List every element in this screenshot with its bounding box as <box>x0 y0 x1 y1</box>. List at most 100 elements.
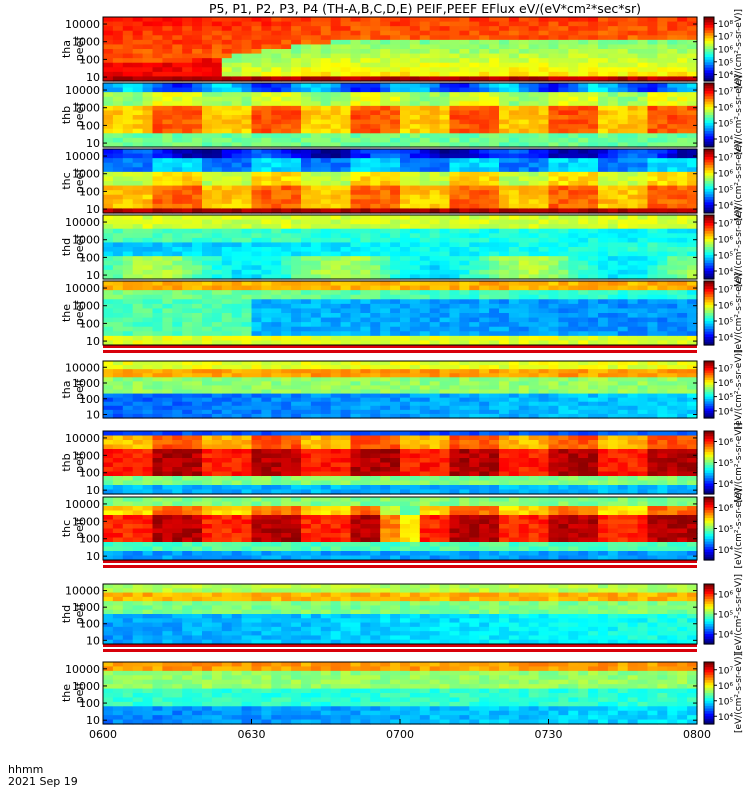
heatmap-cell <box>390 228 401 234</box>
heatmap-cell <box>221 228 233 234</box>
heatmap-cell <box>271 176 282 182</box>
heatmap-cell <box>261 30 272 36</box>
heatmap-cell <box>221 185 233 191</box>
heatmap-cell <box>202 133 213 139</box>
heatmap-cell <box>251 294 262 300</box>
heatmap-cell <box>429 58 441 64</box>
heatmap-cell <box>627 290 639 296</box>
heatmap-cell <box>172 393 183 399</box>
heatmap-cell <box>152 133 163 139</box>
heatmap-cell <box>310 260 322 266</box>
heatmap-cell <box>211 256 223 262</box>
heatmap-cell <box>241 83 253 89</box>
heatmap-cell <box>528 49 540 55</box>
heatmap-cell <box>419 171 431 178</box>
heatmap-cell <box>350 58 361 64</box>
colorbar-step <box>704 331 714 335</box>
heatmap-cell <box>152 224 163 230</box>
heatmap-cell <box>390 190 401 196</box>
heatmap-cell <box>578 176 589 182</box>
heatmap-cell <box>122 237 134 244</box>
heatmap-cell <box>122 335 134 342</box>
heatmap-cell <box>568 110 579 116</box>
heatmap-cell <box>617 194 629 200</box>
heatmap-cell <box>409 247 421 253</box>
heatmap-cell <box>360 322 371 328</box>
heatmap-cell <box>112 274 124 280</box>
heatmap-cell <box>310 208 322 214</box>
heatmap-cell <box>152 251 163 257</box>
heatmap-cell <box>291 409 302 415</box>
heatmap-cell <box>400 361 411 366</box>
heatmap-cell <box>588 30 599 36</box>
heatmap-cell <box>528 83 540 89</box>
heatmap-cell <box>568 76 579 82</box>
heatmap-cell <box>518 274 530 280</box>
y-tick-label: 10000 <box>65 282 100 295</box>
heatmap-cell <box>320 137 332 144</box>
heatmap-cell <box>221 373 233 378</box>
heatmap-cell <box>667 96 678 102</box>
heatmap-cell <box>211 290 223 296</box>
heatmap-cell <box>687 83 698 89</box>
heatmap-cell <box>360 96 371 102</box>
heatmap-cell <box>122 401 134 407</box>
heatmap-cell <box>548 228 559 234</box>
heatmap-cell <box>528 115 540 121</box>
heatmap-cell <box>489 167 500 173</box>
heatmap-cell <box>380 115 391 121</box>
heatmap-cell <box>598 35 609 41</box>
heatmap-cell <box>360 233 371 239</box>
colorbar-step <box>704 302 714 306</box>
heatmap-cell <box>162 49 173 55</box>
heatmap-cell <box>320 62 332 68</box>
heatmap-cell <box>112 137 124 144</box>
heatmap-cell <box>667 162 678 168</box>
heatmap-cell <box>439 237 451 244</box>
heatmap-cell <box>330 17 342 23</box>
heatmap-cell <box>469 401 480 407</box>
heatmap-cell <box>271 281 282 287</box>
heatmap-cell <box>221 303 233 310</box>
heatmap-cell <box>301 322 312 328</box>
heatmap-cell <box>558 171 569 178</box>
heatmap-cell <box>251 377 262 382</box>
heatmap-cell <box>677 49 688 55</box>
heatmap-cell <box>271 53 282 59</box>
heatmap-cell <box>142 167 154 173</box>
heatmap-cell <box>162 87 173 93</box>
heatmap-cell <box>251 251 262 257</box>
heatmap-cell <box>429 397 441 403</box>
heatmap-cell <box>122 365 134 370</box>
heatmap-cell <box>112 237 124 244</box>
heatmap-cell <box>469 409 480 415</box>
heatmap-cell <box>340 373 352 378</box>
heatmap-cell <box>112 409 124 415</box>
heatmap-cell <box>390 26 401 32</box>
heatmap-cell <box>340 361 352 366</box>
heatmap-cell <box>172 219 183 225</box>
heatmap-cell <box>132 71 144 78</box>
heatmap-cell <box>132 303 144 310</box>
heatmap-cell <box>647 233 658 239</box>
heatmap-cell <box>598 133 609 139</box>
heatmap-cell <box>667 228 678 234</box>
heatmap-cell <box>419 208 431 214</box>
heatmap-cell <box>469 71 480 78</box>
heatmap-cell <box>598 340 609 346</box>
heatmap-cell <box>617 326 629 332</box>
heatmap-cell <box>499 17 510 23</box>
heatmap-cell <box>489 137 500 144</box>
heatmap-cell <box>310 171 322 178</box>
heatmap-cell <box>637 17 649 23</box>
heatmap-cell <box>677 199 688 205</box>
heatmap-cell <box>499 92 510 98</box>
heatmap-cell <box>301 215 312 221</box>
colorbar-step <box>704 175 714 179</box>
heatmap-cell <box>598 142 609 148</box>
heatmap-cell <box>162 381 173 387</box>
heatmap-cell <box>112 326 124 332</box>
heatmap-cell <box>578 181 589 187</box>
heatmap-cell <box>271 251 282 257</box>
